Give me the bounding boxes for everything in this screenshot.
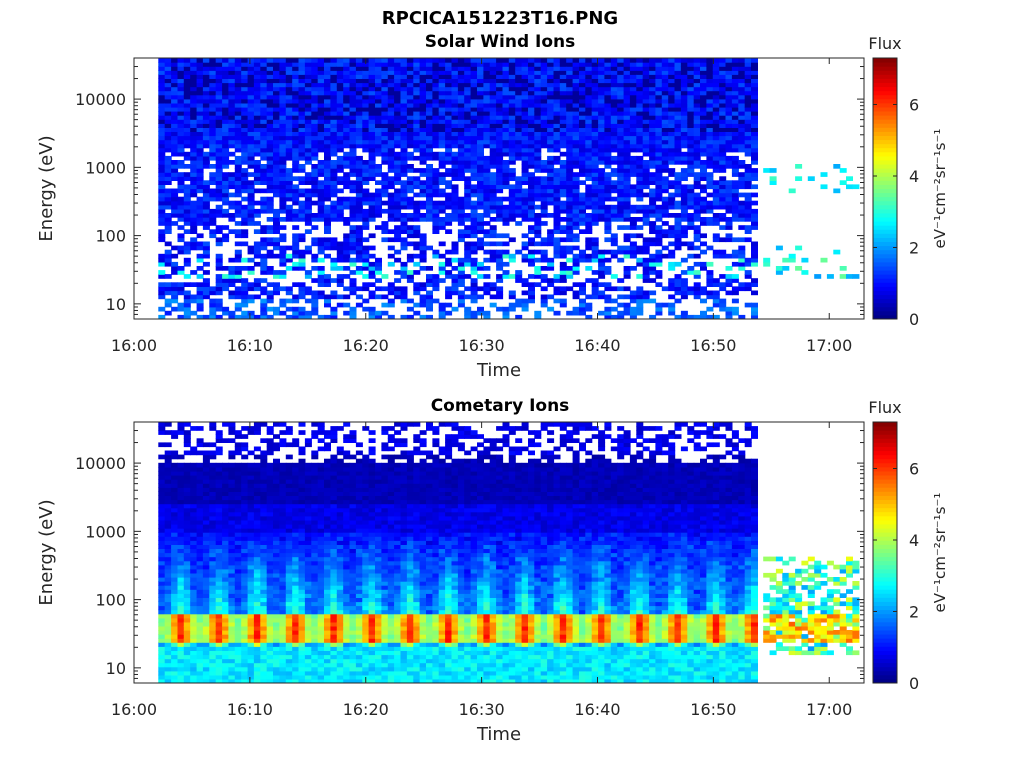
x-tick-label: 17:00 <box>806 700 852 719</box>
x-axis-label: Time <box>476 360 521 381</box>
colorbar-tick-label: 6 <box>909 459 919 478</box>
x-tick-label: 16:00 <box>111 700 157 719</box>
panel-title: Solar Wind Ions <box>425 32 576 52</box>
colorbar-tick-label: 2 <box>909 602 919 621</box>
x-tick-label: 16:40 <box>574 336 620 355</box>
panels: 16:00 16:10 16:20 16:30 16:40 16:50 17:0010100… <box>36 32 949 745</box>
colorbar-tick-label: 4 <box>909 167 919 186</box>
x-tick-label: 16:20 <box>343 700 389 719</box>
panel-title: Cometary Ions <box>431 396 570 416</box>
y-axis-label: Energy (eV) <box>36 135 57 241</box>
y-tick-label: 10000 <box>75 90 126 109</box>
x-tick-label: 16:40 <box>574 700 620 719</box>
colorbar-tick-label: 2 <box>909 238 919 257</box>
x-tick-label: 16:30 <box>459 336 505 355</box>
colorbar-unit-label: eV⁻¹cm⁻²sr⁻¹s⁻¹ <box>931 493 949 613</box>
x-tick-label: 16:10 <box>227 700 273 719</box>
colorbar-unit-label: eV⁻¹cm⁻²sr⁻¹s⁻¹ <box>931 129 949 249</box>
y-tick-label: 10000 <box>75 454 126 473</box>
x-tick-label: 16:20 <box>343 336 389 355</box>
colorbar-tick-label: 6 <box>909 95 919 114</box>
colorbar-tick-label: 0 <box>909 310 919 329</box>
x-tick-label: 16:00 <box>111 336 157 355</box>
colorbar-tick-label: 0 <box>909 674 919 693</box>
panel-solar-wind: 16:00 16:10 16:20 16:30 16:40 16:50 17:00 10 100… <box>36 32 949 381</box>
y-tick-label: 10 <box>106 295 126 314</box>
y-tick-label: 10 <box>106 659 126 678</box>
y-tick-label: 100 <box>95 591 126 610</box>
x-tick-label: 16:50 <box>690 700 736 719</box>
colorbar: 0 2 4 6 Flux eV⁻¹cm⁻²sr⁻¹s⁻¹ <box>868 34 949 329</box>
y-tick-label: 1000 <box>85 522 126 541</box>
x-tick-label: 16:10 <box>227 336 273 355</box>
heatmap <box>158 58 860 319</box>
colorbar: 0 2 4 6 Flux eV⁻¹cm⁻²sr⁻¹s⁻¹ <box>868 398 949 693</box>
x-tick-label: 17:00 <box>806 336 852 355</box>
heatmap <box>158 422 860 683</box>
y-axis-label: Energy (eV) <box>36 499 57 605</box>
colorbar-title: Flux <box>868 398 901 417</box>
y-tick-label: 100 <box>95 227 126 246</box>
figure-title: RPCICA151223T16.PNG <box>382 8 618 29</box>
y-tick-label: 1000 <box>85 158 126 177</box>
x-tick-label: 16:50 <box>690 336 736 355</box>
x-tick-label: 16:30 <box>459 700 505 719</box>
panel-cometary: 16:00 16:10 16:20 16:30 16:40 16:50 17:00 10 100… <box>36 396 949 745</box>
axes-box <box>133 57 865 320</box>
x-axis-label: Time <box>476 724 521 745</box>
colorbar-title: Flux <box>868 34 901 53</box>
colorbar-tick-label: 4 <box>909 531 919 550</box>
axes-box <box>133 421 865 684</box>
